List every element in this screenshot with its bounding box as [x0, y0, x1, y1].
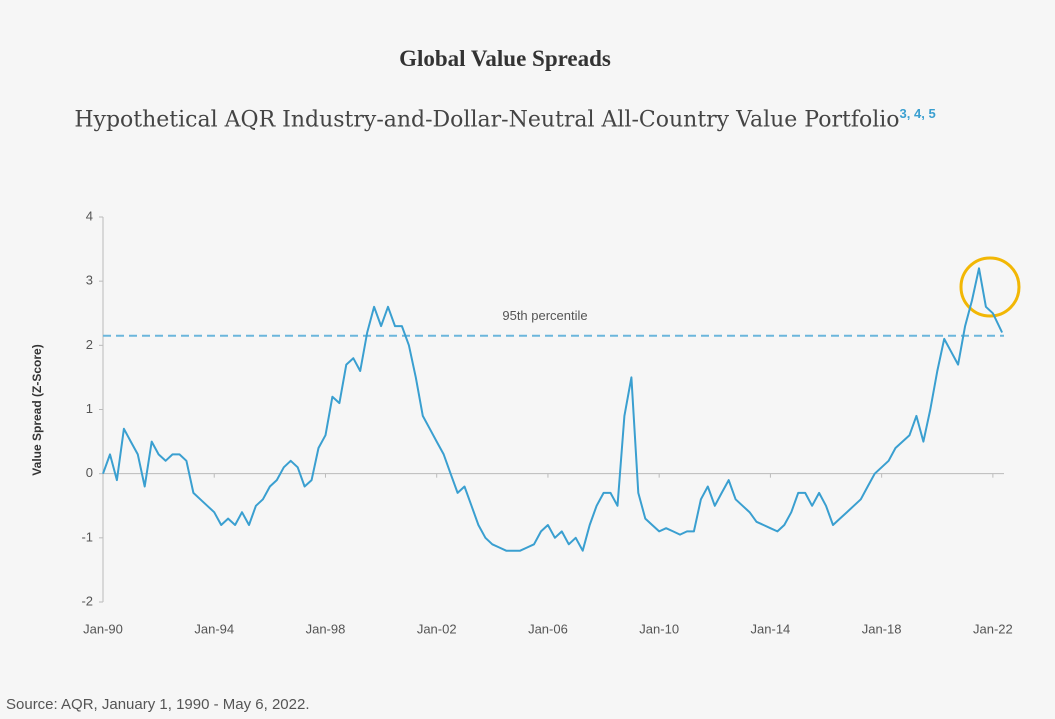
y-axis-label: Value Spread (Z-Score) [30, 344, 44, 475]
x-tick-label: Jan-14 [751, 621, 791, 636]
x-tick-label: Jan-18 [862, 621, 902, 636]
chart-subtitle: Hypothetical AQR Industry-and-Dollar-Neu… [30, 92, 980, 142]
x-tick-label: Jan-22 [973, 621, 1013, 636]
footnotes: 3, 4, 5 [899, 106, 936, 121]
source-note: Source: AQR, January 1, 1990 - May 6, 20… [6, 696, 310, 713]
y-tick-label: 4 [86, 208, 93, 223]
data-line [102, 267, 1004, 552]
y-tick-label: 2 [86, 337, 93, 352]
chart: Value Spread (Z-Score) -2 -1 0 1 2 3 4 Jan-90 Ja… [30, 208, 1021, 636]
x-tick-label: Jan-98 [306, 621, 346, 636]
subtitle-text: Hypothetical AQR Industry-and-Dollar-Neu… [74, 107, 900, 133]
chart-title: Global Value Spreads [399, 46, 611, 71]
x-tick-label: Jan-06 [528, 621, 568, 636]
y-tick-label: 1 [86, 401, 93, 416]
y-tick-label: -2 [81, 593, 93, 608]
highlight-circle [959, 256, 1021, 318]
y-tick-label: -1 [81, 529, 93, 544]
x-tick-label: Jan-90 [83, 621, 123, 636]
y-tick-label: 0 [86, 465, 93, 480]
y-tick-label: 3 [86, 273, 93, 288]
reference-label: 95th percentile [502, 308, 587, 323]
x-tick-label: Jan-02 [417, 621, 457, 636]
x-tick-label: Jan-94 [194, 621, 234, 636]
x-tick-label: Jan-10 [639, 621, 679, 636]
